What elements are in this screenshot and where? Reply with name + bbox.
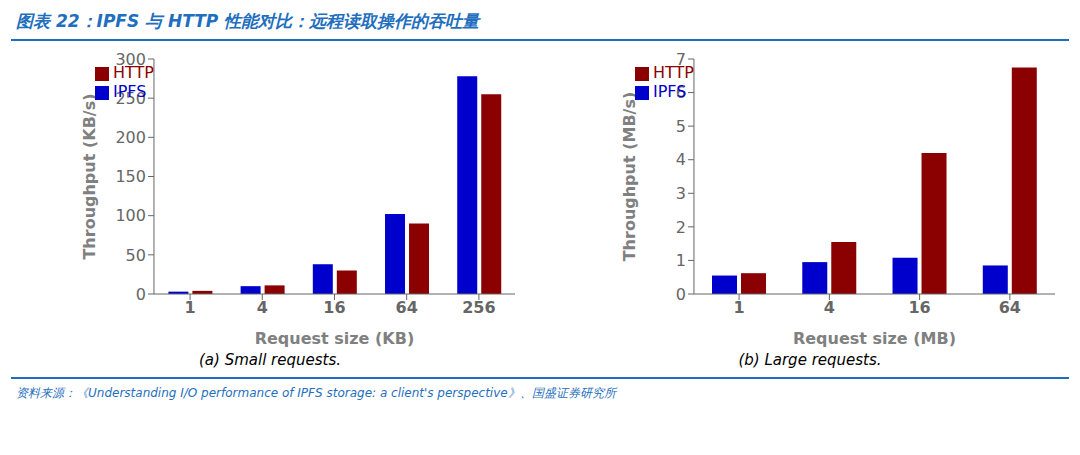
svg-text:4: 4 bbox=[257, 298, 268, 317]
svg-text:300: 300 bbox=[115, 50, 146, 69]
svg-text:0: 0 bbox=[136, 285, 146, 304]
svg-text:250: 250 bbox=[115, 89, 146, 108]
svg-text:50: 50 bbox=[126, 246, 146, 265]
svg-text:200: 200 bbox=[115, 128, 146, 147]
svg-text:16: 16 bbox=[908, 298, 930, 317]
svg-text:100: 100 bbox=[115, 206, 146, 225]
svg-text:Request size (KB): Request size (KB) bbox=[255, 329, 415, 348]
svg-text:16: 16 bbox=[323, 298, 345, 317]
svg-text:5: 5 bbox=[676, 117, 686, 136]
svg-text:1: 1 bbox=[676, 251, 686, 270]
svg-text:64: 64 bbox=[396, 298, 418, 317]
svg-text:3: 3 bbox=[676, 184, 686, 203]
svg-text:6: 6 bbox=[676, 83, 686, 102]
svg-text:64: 64 bbox=[999, 298, 1021, 317]
svg-text:256: 256 bbox=[462, 298, 495, 317]
svg-text:1: 1 bbox=[734, 298, 745, 317]
svg-text:150: 150 bbox=[115, 167, 146, 186]
svg-text:Throughput (MB/s): Throughput (MB/s) bbox=[620, 92, 639, 262]
svg-text:Throughput (KB/s): Throughput (KB/s) bbox=[80, 93, 99, 259]
svg-text:1: 1 bbox=[184, 298, 195, 317]
svg-text:2: 2 bbox=[676, 218, 686, 237]
svg-text:0: 0 bbox=[676, 285, 686, 304]
svg-text:Request size (MB): Request size (MB) bbox=[793, 329, 956, 348]
svg-text:7: 7 bbox=[676, 50, 686, 69]
svg-text:4: 4 bbox=[676, 150, 686, 169]
svg-text:4: 4 bbox=[824, 298, 835, 317]
